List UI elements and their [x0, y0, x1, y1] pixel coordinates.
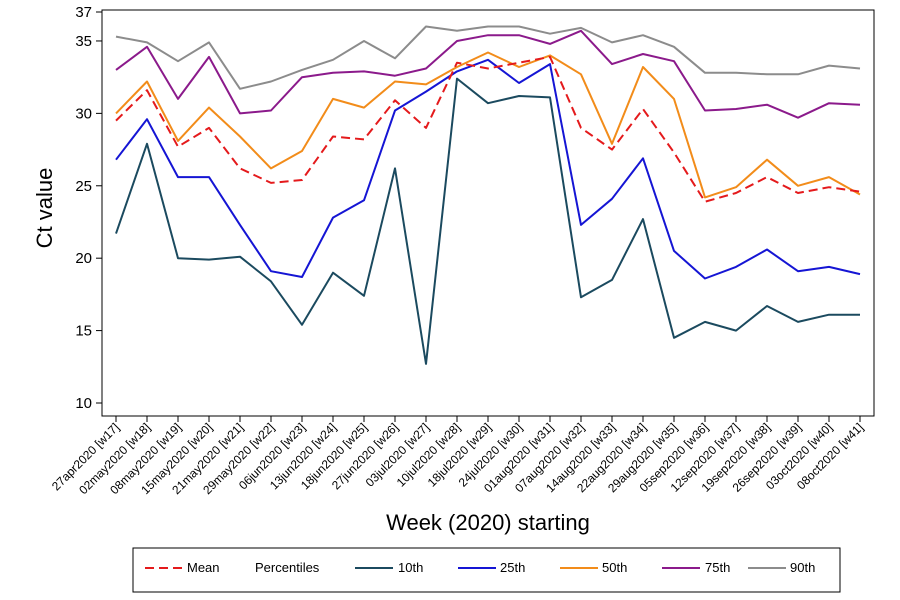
- legend-box: [132, 547, 841, 593]
- series-line-10th: [115, 77, 860, 365]
- legend: Mean Percentiles 10th 25th 50th 75th 90th: [132, 547, 841, 593]
- series-line-25th: [115, 58, 861, 280]
- legend-heading: Percentiles: [255, 560, 320, 575]
- x-axis-title: Week (2020) starting: [386, 510, 590, 535]
- legend-label-75th: 75th: [705, 560, 730, 575]
- series-line-75th: [115, 29, 861, 119]
- y-tick-label: 25: [75, 178, 92, 195]
- series-line-90th: [115, 25, 861, 90]
- series-line-mean: [115, 55, 861, 203]
- y-tick-label: 10: [75, 395, 92, 412]
- y-axis-ticks: 10 15 20 25 30 35 37: [75, 4, 102, 412]
- x-axis-ticks: 27apr2020 [w17]02may2020 [w18]08may2020 …: [49, 416, 866, 497]
- y-tick-label: 30: [75, 105, 92, 122]
- y-axis-title: Ct value: [32, 168, 57, 249]
- legend-label-10th: 10th: [398, 560, 423, 575]
- y-tick-label: 35: [75, 33, 92, 50]
- series-line-50th: [115, 51, 861, 199]
- legend-label-25th: 25th: [500, 560, 525, 575]
- legend-label-50th: 50th: [602, 560, 627, 575]
- y-tick-label: 37: [75, 4, 92, 21]
- y-tick-label: 20: [75, 250, 92, 267]
- series-lines: [115, 25, 861, 365]
- legend-label-90th: 90th: [790, 560, 815, 575]
- y-tick-label: 15: [75, 323, 92, 340]
- legend-label-mean: Mean: [187, 560, 220, 575]
